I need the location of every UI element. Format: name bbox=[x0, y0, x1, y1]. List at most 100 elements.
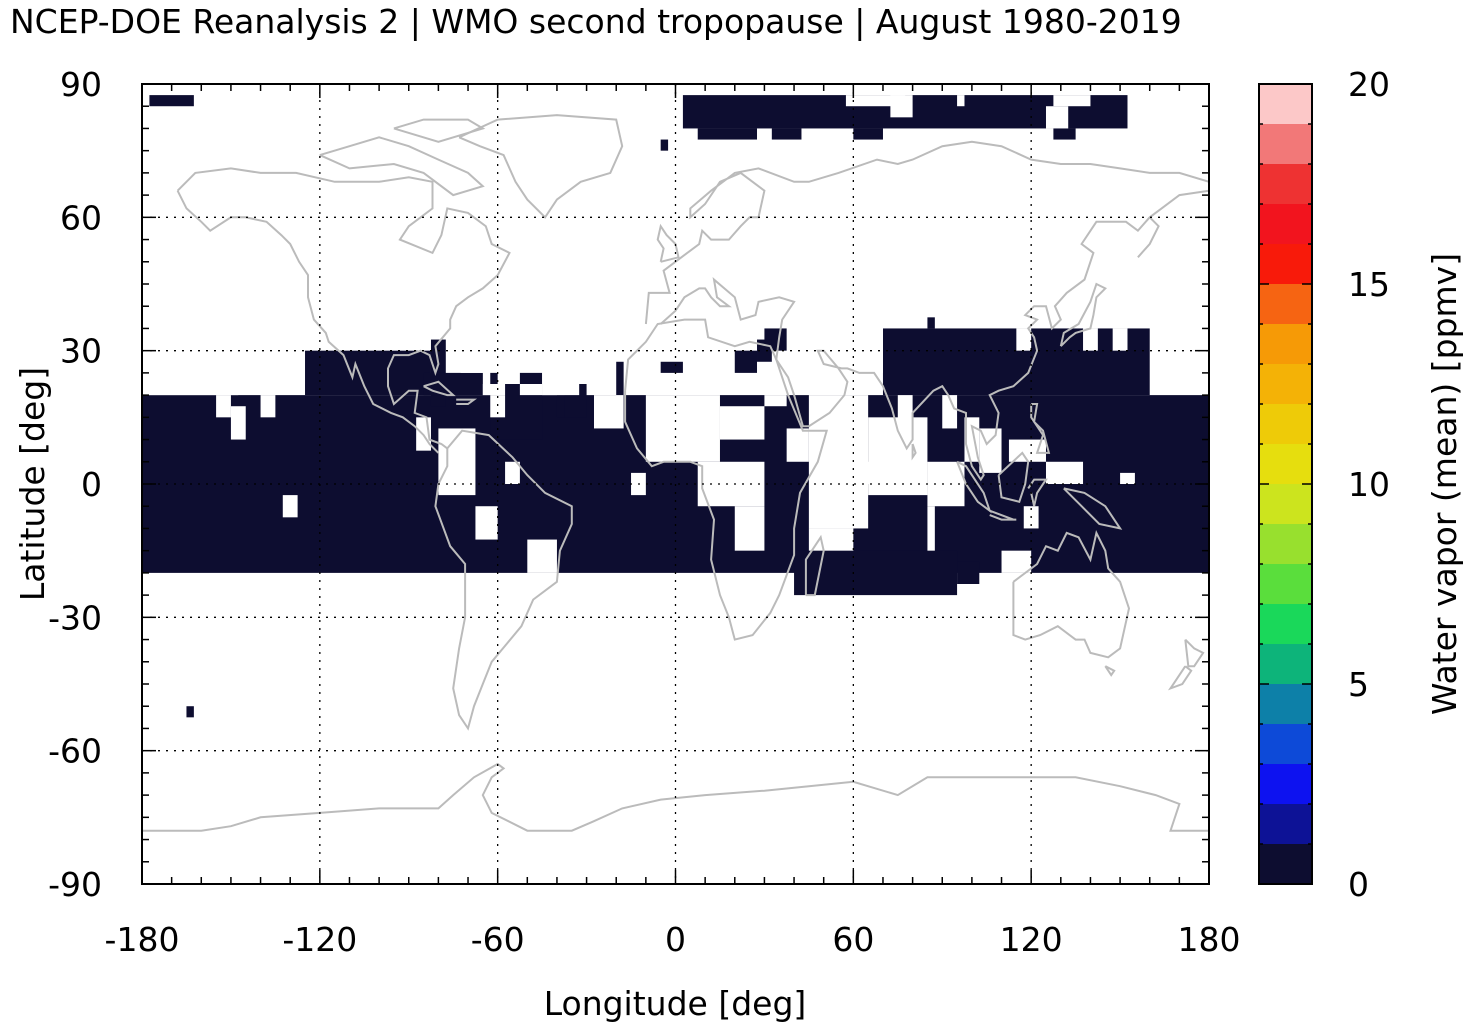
y-tick-label: 0 bbox=[81, 465, 102, 504]
chart-title: NCEP-DOE Reanalysis 2 | WMO second tropo… bbox=[10, 2, 1182, 41]
heatmap-cell bbox=[1053, 128, 1076, 140]
coastline bbox=[434, 429, 573, 731]
isolated-cell bbox=[186, 706, 194, 718]
colorbar-label: Water vapor (mean) [ppmv] bbox=[1425, 253, 1464, 715]
heatmap-cell bbox=[305, 350, 431, 396]
colorbar-swatch bbox=[1259, 604, 1312, 644]
missing-cell bbox=[460, 350, 483, 373]
missing-cell bbox=[490, 395, 506, 418]
heatmap-cell bbox=[853, 128, 883, 140]
x-tick-label: 180 bbox=[1178, 920, 1241, 959]
land-outlines bbox=[142, 114, 1209, 832]
coastline bbox=[644, 140, 1209, 325]
colorbar-swatch bbox=[1259, 364, 1312, 404]
coastline bbox=[456, 398, 478, 405]
missing-cell bbox=[1083, 328, 1098, 351]
coastline bbox=[1184, 638, 1205, 668]
missing-cell bbox=[482, 384, 506, 396]
coastline bbox=[423, 380, 456, 397]
coastline bbox=[142, 762, 1209, 832]
coastline bbox=[804, 534, 825, 597]
colorbar-swatch bbox=[1259, 684, 1312, 724]
missing-cell bbox=[505, 461, 520, 484]
colorbar-swatch bbox=[1259, 164, 1312, 204]
x-tick-label: -60 bbox=[471, 920, 525, 959]
x-tick-label: 120 bbox=[1000, 920, 1063, 959]
missing-cell bbox=[942, 395, 958, 429]
coastline bbox=[458, 114, 624, 219]
missing-cell bbox=[1016, 328, 1032, 351]
coastline bbox=[660, 189, 1209, 482]
y-tick-label: 30 bbox=[60, 332, 102, 371]
heatmap-cell bbox=[927, 317, 935, 329]
missing-cell bbox=[519, 384, 543, 396]
colorbar bbox=[1259, 84, 1312, 884]
missing-cell bbox=[786, 428, 809, 462]
x-tick-label: 0 bbox=[665, 920, 686, 959]
missing-cell bbox=[1045, 106, 1069, 129]
missing-cell bbox=[927, 506, 935, 551]
x-tick-label: -120 bbox=[282, 920, 357, 959]
x-tick-label: 60 bbox=[832, 920, 874, 959]
missing-cell bbox=[593, 395, 624, 429]
coastline bbox=[1027, 478, 1048, 507]
coastline bbox=[911, 443, 917, 461]
missing-cell bbox=[957, 95, 965, 107]
heatmap-cell bbox=[616, 361, 624, 396]
missing-cell bbox=[853, 328, 883, 351]
colorbar-swatch bbox=[1259, 844, 1312, 884]
colorbar-tick-label: 0 bbox=[1348, 865, 1369, 904]
coastline bbox=[176, 190, 440, 454]
coastline bbox=[624, 318, 829, 641]
colorbar-swatch bbox=[1259, 564, 1312, 604]
coastline bbox=[997, 451, 1030, 503]
coastline bbox=[393, 118, 486, 143]
coastline bbox=[1137, 216, 1160, 258]
x-axis-ticks: -180 -120 -60 0 60 120 180 bbox=[105, 920, 1241, 959]
heatmap-cell bbox=[556, 395, 565, 418]
colorbar-tick-label: 15 bbox=[1348, 265, 1390, 304]
colorbar-tick-label: 20 bbox=[1348, 65, 1390, 104]
missing-cell bbox=[845, 95, 906, 107]
coastline bbox=[1012, 529, 1131, 659]
missing-cell bbox=[860, 350, 883, 373]
colorbar-swatch bbox=[1259, 764, 1312, 804]
colorbar-swatch bbox=[1259, 124, 1312, 164]
missing-cell bbox=[438, 428, 476, 496]
missing-cell bbox=[734, 506, 765, 551]
missing-cell bbox=[808, 528, 854, 551]
y-tick-label: 90 bbox=[60, 65, 102, 104]
heatmap-cell bbox=[430, 339, 446, 407]
missing-cell bbox=[1053, 95, 1091, 107]
minor-ticks bbox=[141, 83, 1210, 885]
heatmap-cell bbox=[882, 328, 1150, 396]
heatmap-cell bbox=[957, 561, 980, 584]
x-tick-label: -180 bbox=[105, 920, 180, 959]
missing-cell bbox=[1001, 550, 1032, 573]
colorbar-ticks: 0 5 10 15 20 bbox=[1259, 65, 1390, 904]
y-axis-label: Latitude [deg] bbox=[13, 367, 52, 601]
heatmap-cell bbox=[771, 128, 802, 140]
missing-cell bbox=[697, 461, 765, 507]
colorbar-swatch bbox=[1259, 324, 1312, 364]
coastline bbox=[1059, 282, 1107, 347]
colorbar-swatch bbox=[1259, 204, 1312, 244]
colorbar-tick-label: 5 bbox=[1348, 665, 1369, 704]
missing-cell bbox=[216, 395, 231, 418]
coastline bbox=[1167, 665, 1193, 691]
missing-cell bbox=[542, 361, 580, 396]
colorbar-swatch bbox=[1259, 244, 1312, 284]
colorbar-swatch bbox=[1259, 444, 1312, 484]
y-tick-label: -90 bbox=[48, 865, 102, 904]
coastline bbox=[176, 167, 511, 450]
missing-cell bbox=[897, 395, 913, 440]
y-tick-label: -60 bbox=[48, 732, 102, 771]
y-tick-label: 60 bbox=[60, 198, 102, 237]
missing-cell bbox=[230, 406, 246, 440]
grid-lines bbox=[142, 84, 1209, 884]
arctic-cells-west bbox=[149, 95, 194, 107]
colorbar-swatch bbox=[1259, 524, 1312, 564]
x-axis-label: Longitude [deg] bbox=[544, 984, 807, 1023]
colorbar-swatch bbox=[1259, 84, 1312, 124]
